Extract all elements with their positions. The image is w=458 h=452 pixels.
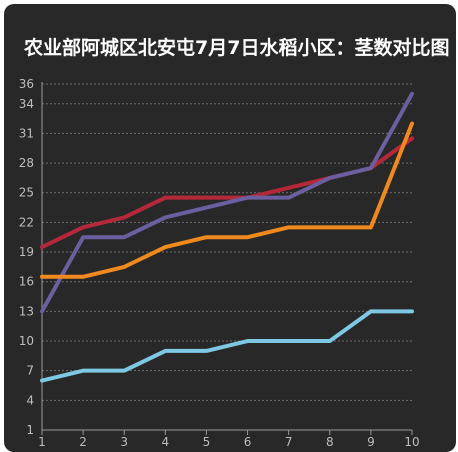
- y-tick-label: 36: [19, 77, 34, 91]
- series-line-3: [40, 121, 414, 279]
- y-tick-label: 25: [19, 186, 34, 200]
- y-tick-label: 34: [19, 97, 34, 111]
- y-tick-label: 1: [26, 423, 34, 437]
- x-tick-label: 9: [367, 435, 375, 446]
- y-tick-label: 7: [26, 364, 34, 378]
- x-tick-label: 4: [162, 435, 170, 446]
- x-tick-label: 10: [404, 435, 419, 446]
- x-tick-label: 1: [38, 435, 46, 446]
- x-tick-label: 6: [244, 435, 252, 446]
- y-tick-label: 13: [19, 304, 34, 318]
- y-tick-label: 16: [19, 275, 34, 289]
- y-tick-label: 22: [19, 215, 34, 229]
- series-line-2: [40, 91, 414, 314]
- y-tick-label: 31: [19, 126, 34, 140]
- x-tick-label: 2: [79, 435, 87, 446]
- y-tick-label: 19: [19, 245, 34, 259]
- x-tick-label: 7: [285, 435, 293, 446]
- y-tick-label: 4: [26, 393, 34, 407]
- x-tick-label: 3: [120, 435, 128, 446]
- chart-title: 农业部阿城区北安屯7月7日水稻小区：茎数对比图: [24, 37, 450, 59]
- x-tick-label: 8: [326, 435, 334, 446]
- y-tick-label: 28: [19, 156, 34, 170]
- series-line-4: [40, 309, 414, 383]
- x-tick-label: 5: [203, 435, 211, 446]
- y-tick-label: 10: [19, 334, 34, 348]
